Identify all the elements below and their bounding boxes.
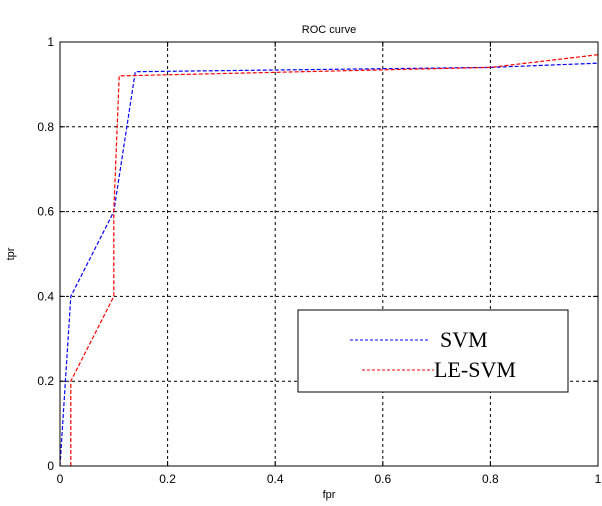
series-layer [59,54,599,467]
x-tick-label: 0.8 [482,472,499,486]
y-tick-label: 0 [47,459,54,473]
legend-label-le-svm: LE-SVM [434,357,516,382]
y-tick-label: 0.8 [37,120,54,134]
tick-layer: 0 0.2 0.4 0.6 0.8 1 0 0.2 0.4 0.6 0.8 1 [37,35,601,486]
legend: SVM LE-SVM [297,309,569,393]
y-tick-label: 0.4 [37,289,54,303]
x-tick-label: 1 [595,472,602,486]
series-line-svm [59,62,599,467]
x-tick-label: 0.6 [374,472,391,486]
y-tick-label: 0.6 [37,205,54,219]
series-line-le-svm [70,54,599,466]
y-tick-label: 1 [47,35,54,49]
y-tick-label: 0.2 [37,374,54,388]
plot-frame [59,41,599,467]
x-tick-label: 0.4 [267,472,284,486]
x-tick-label: 0.2 [159,472,176,486]
x-tick-label: 0 [57,472,64,486]
grid-layer [60,42,598,466]
x-axis-title: fpr [323,489,336,501]
y-axis-title: tpr [5,247,17,260]
legend-label-svm: SVM [440,327,488,352]
legend-box [297,309,569,393]
chart-title: ROC curve [302,24,356,36]
